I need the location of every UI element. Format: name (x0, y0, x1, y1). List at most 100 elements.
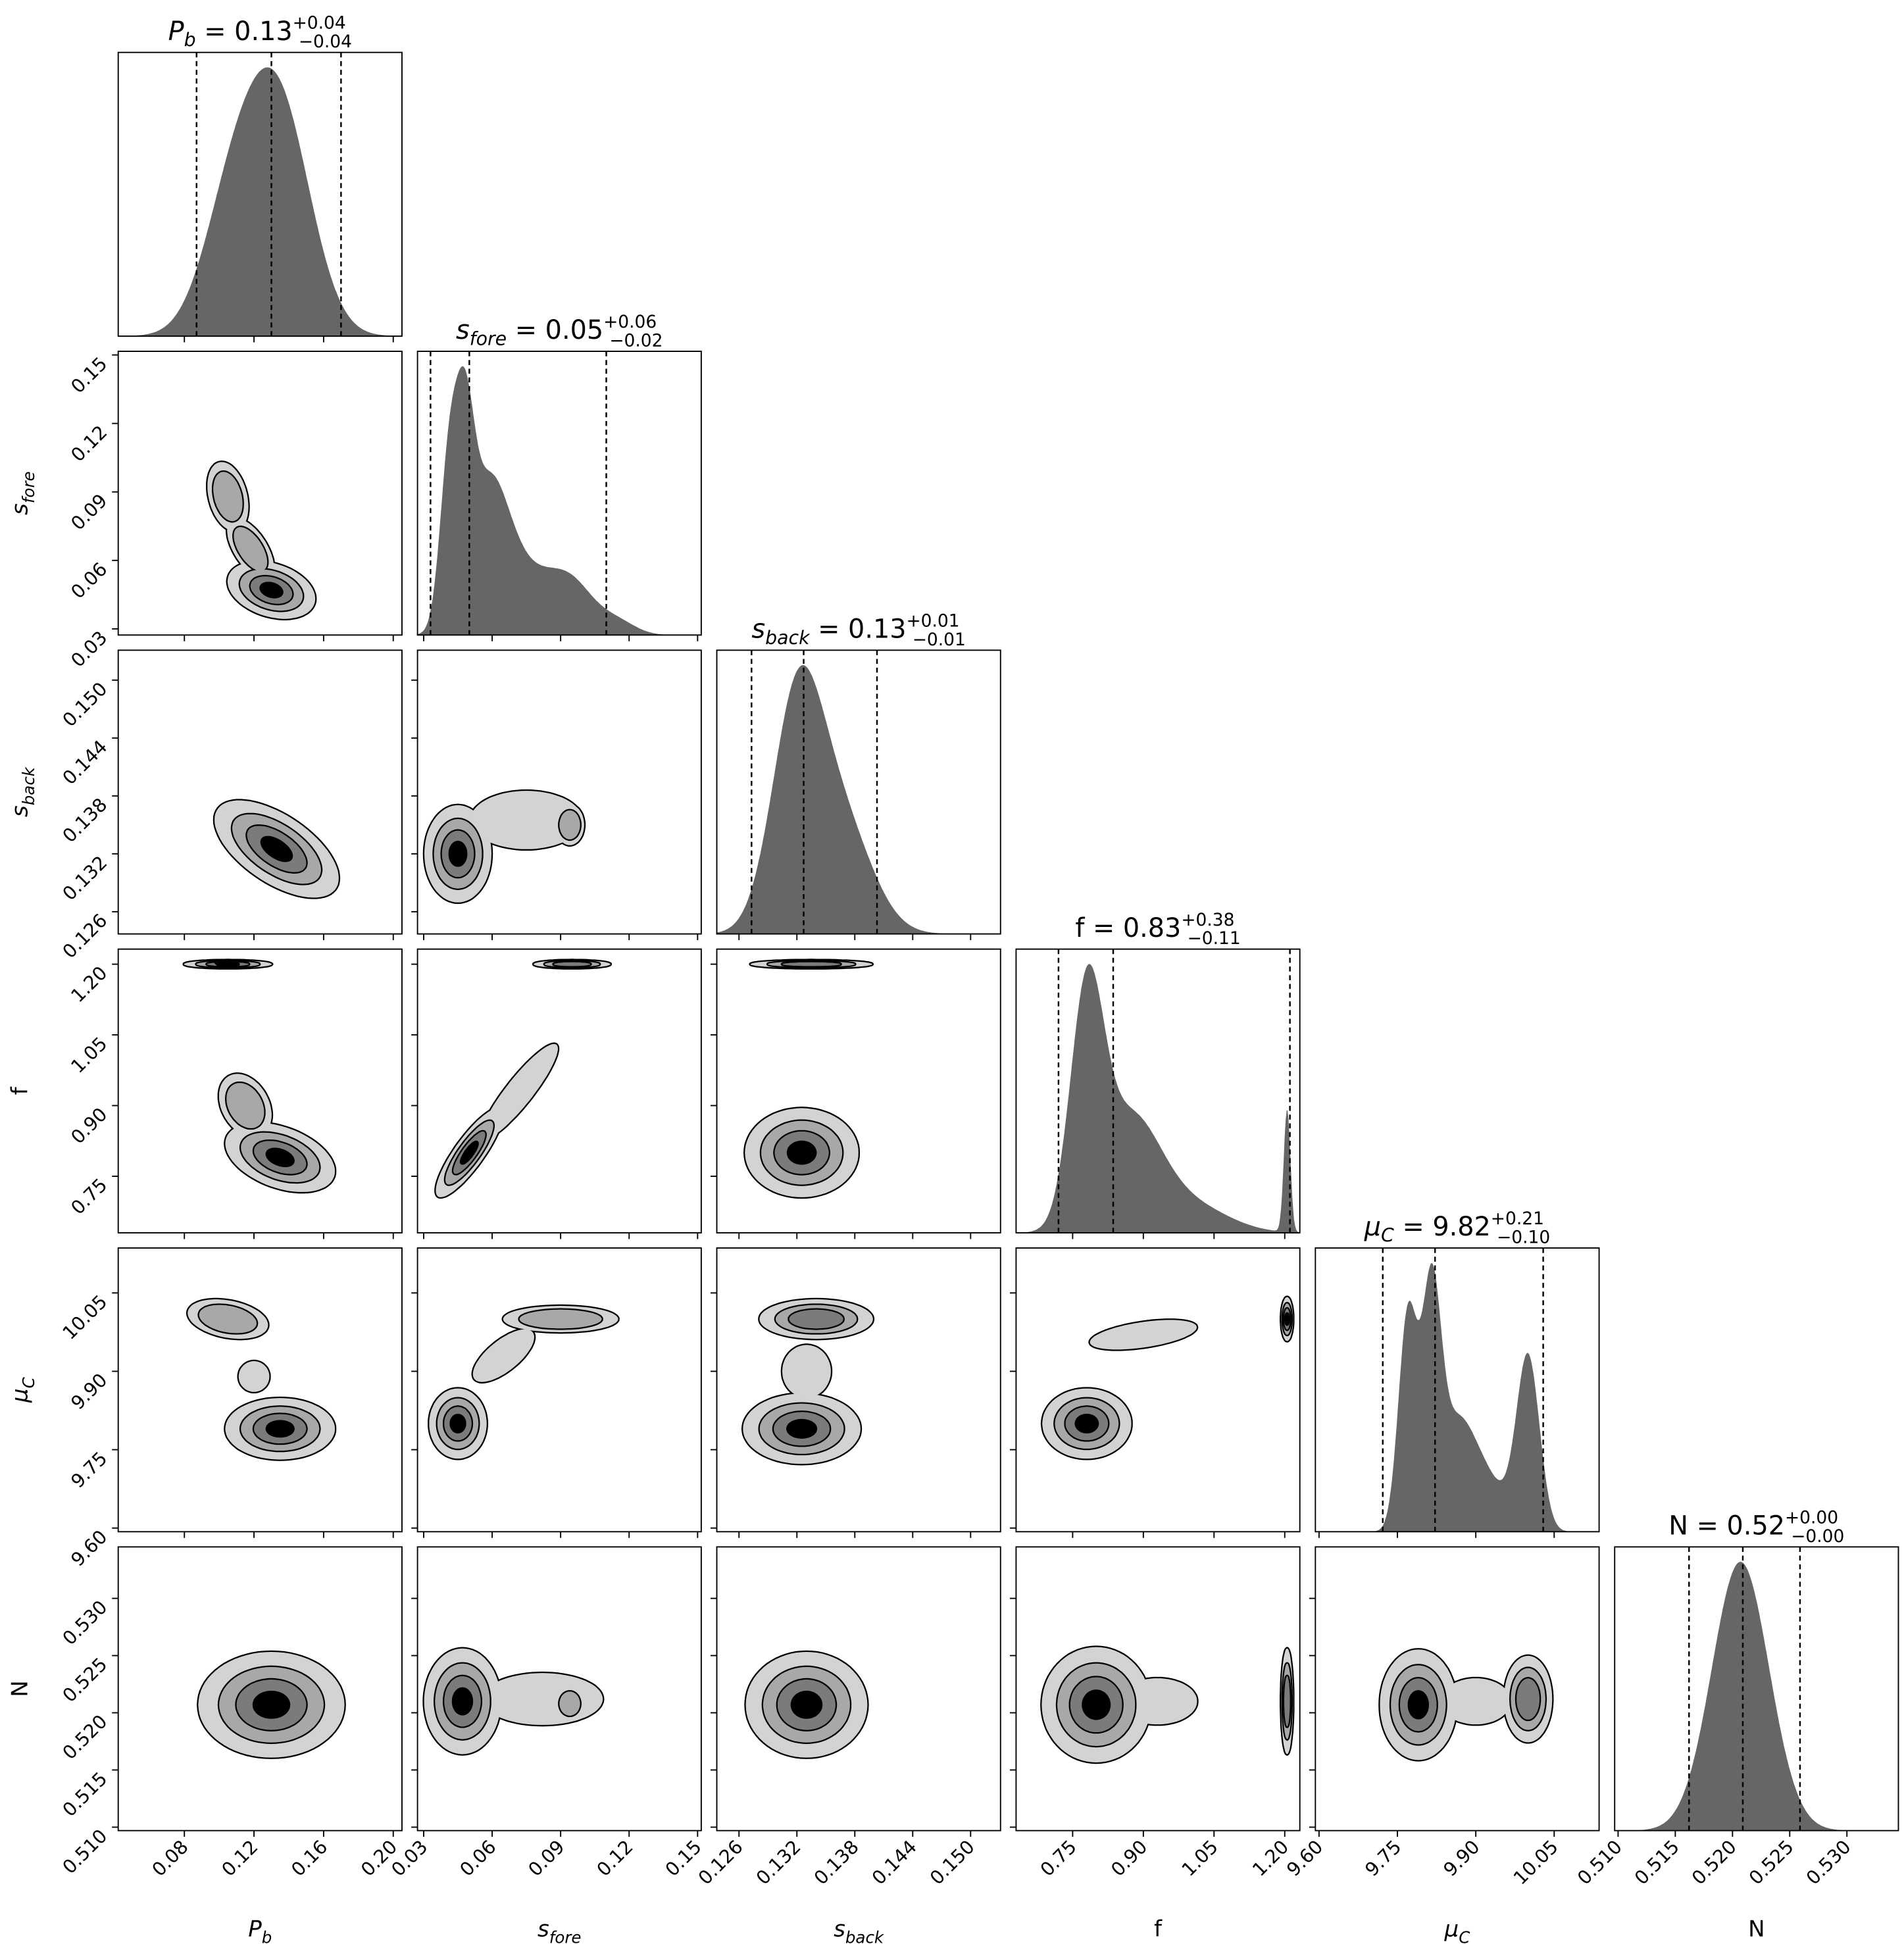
x-tick-label-f: 1.20 (1248, 1836, 1293, 1881)
contour-fill-3 (782, 962, 841, 966)
joint-panel-N-vs-muC: 9.60 9.75 9.90 10.05 (1282, 1546, 1600, 1889)
panel-frame (416, 649, 702, 935)
contour-fill-2 (213, 472, 243, 522)
y-tick-label-sfore: 0.03 (67, 627, 112, 672)
x-axis-label-sfore: sfore (538, 1916, 581, 1944)
contour-fill-4 (791, 1692, 822, 1718)
panel-frame (117, 649, 403, 935)
y-tick-label-sfore: 0.06 (67, 559, 112, 603)
y-tick-label-N: 0.530 (59, 1596, 112, 1649)
joint-panel-muC-vs-sback (711, 1247, 1001, 1538)
x-tick-label-f: 1.05 (1178, 1836, 1222, 1881)
panel-frame (1315, 1546, 1600, 1832)
y-axis-label-N: N (7, 1680, 34, 1697)
contour-fill-3 (1516, 1678, 1540, 1720)
contour-fill-1 (782, 1345, 831, 1398)
contour-fill-4 (261, 837, 291, 861)
x-tick-label-sback: 0.150 (926, 1836, 979, 1889)
contour-fill-1 (472, 1329, 535, 1382)
panel-frame (716, 1247, 1001, 1533)
contour-fill-2 (234, 527, 268, 571)
y-tick-label-N: 0.510 (59, 1825, 112, 1878)
y-tick-label-f: 1.20 (67, 962, 112, 1007)
y-tick-label-f: 0.90 (67, 1103, 112, 1148)
joint-panel-N-vs-sback: 0.126 0.132 0.138 0.144 0.150 (694, 1546, 1001, 1889)
histogram-area (118, 67, 402, 336)
contour-fill-4 (788, 1142, 816, 1164)
panel-content (716, 650, 1001, 934)
joint-panel-N-vs-f: 0.75 0.90 1.05 1.20 (1009, 1546, 1301, 1881)
panel-content (118, 52, 402, 336)
contour-fill-4 (1083, 1691, 1109, 1719)
contour-fill-1 (1118, 1678, 1197, 1725)
panel-frame (1015, 948, 1301, 1234)
marginal-panel-f: f = 0.83+0.38 −0.11 (1015, 910, 1301, 1239)
x-tick-label-f: 0.75 (1036, 1836, 1081, 1881)
contour-fill-4 (788, 1420, 816, 1437)
contour-fill-4 (449, 842, 466, 866)
panel-frame (416, 351, 702, 636)
panel-frame (716, 948, 1001, 1234)
contour-fill-4 (1286, 1314, 1289, 1324)
panel-title-sfore: sfore = 0.05+0.06 −0.02 (456, 312, 663, 351)
x-tick-label-sfore: 0.09 (524, 1836, 569, 1881)
contour-fill-4 (217, 963, 239, 966)
x-tick-label-sfore: 0.12 (593, 1836, 638, 1881)
contour-fill-4 (453, 1689, 472, 1714)
panel-title-f: f = 0.83+0.38 −0.11 (1075, 910, 1240, 949)
panel-frame (716, 649, 1001, 935)
marginal-panel-sback: sback = 0.13+0.01 −0.01 (716, 611, 1001, 941)
histogram-area (716, 665, 1001, 934)
x-tick-label-f: 0.90 (1107, 1836, 1151, 1881)
panel-content (422, 1647, 605, 1756)
panel-content (186, 1297, 337, 1461)
contour-fill-1 (481, 1043, 558, 1139)
contour-fill-4 (461, 1142, 478, 1164)
panel-frame (416, 1247, 702, 1533)
y-tick-label-muC: 9.90 (67, 1369, 112, 1414)
x-tick-label-sfore: 0.03 (387, 1836, 432, 1881)
y-axis-label-sfore: sfore (7, 471, 38, 515)
marginal-panel-sfore: sfore = 0.05+0.06 −0.02 (416, 312, 702, 641)
panel-content (422, 789, 586, 905)
panel-content (1369, 1248, 1575, 1532)
x-tick-label-N: 0.520 (1688, 1836, 1741, 1889)
panel-frame (117, 948, 403, 1234)
contour-fill-3 (1284, 1676, 1290, 1727)
panel-content (434, 959, 613, 1199)
panel-frame (1015, 1247, 1301, 1533)
histogram-area (1369, 1262, 1575, 1532)
y-tick-label-N: 0.525 (59, 1653, 112, 1707)
joint-panel-f-vs-sback (711, 948, 1001, 1239)
contour-fill-1 (470, 791, 583, 849)
panel-content (744, 1650, 869, 1759)
y-tick-label-sfore: 0.12 (67, 421, 112, 466)
marginal-panel-Pb: Pb = 0.13+0.04 −0.04 (117, 13, 403, 343)
x-axis-label-N: N (1748, 1916, 1765, 1942)
x-tick-label-muC: 9.90 (1440, 1836, 1484, 1881)
panel-content (741, 1297, 875, 1466)
panel-content (206, 461, 317, 620)
y-tick-label-f: 0.75 (67, 1174, 112, 1219)
contour-fill-2 (559, 810, 580, 839)
x-tick-label-N: 0.530 (1802, 1836, 1855, 1889)
joint-panel-N-vs-Pb: 0.08 0.12 0.16 0.200.5100.5150.5200.5250.53… (59, 1546, 403, 1881)
panel-title-sback: sback = 0.13+0.01 −0.01 (751, 611, 965, 649)
panel-frame (117, 351, 403, 636)
y-tick-label-sback: 0.138 (59, 794, 112, 847)
contour-fill-4 (266, 1421, 293, 1437)
joint-panel-f-vs-sfore (411, 948, 702, 1239)
contour-fill-3 (553, 962, 591, 966)
panel-content (1040, 1295, 1295, 1460)
x-tick-label-muC: 9.60 (1282, 1836, 1327, 1881)
panel-content (428, 1304, 620, 1460)
contour-fill-4 (451, 1415, 465, 1432)
contour-fill-4 (266, 1149, 293, 1166)
joint-panel-f-vs-Pb: 0.75 0.90 1.05 1.20 (67, 948, 403, 1239)
marginal-panel-muC: μC = 9.82+0.21 −0.10 (1315, 1209, 1600, 1538)
y-tick-label-sback: 0.126 (59, 910, 112, 963)
x-tick-label-sback: 0.126 (694, 1836, 747, 1889)
joint-panel-sfore-vs-Pb: 0.03 0.06 0.09 0.12 0.15 (67, 351, 403, 672)
panel-frame (1614, 1546, 1899, 1832)
